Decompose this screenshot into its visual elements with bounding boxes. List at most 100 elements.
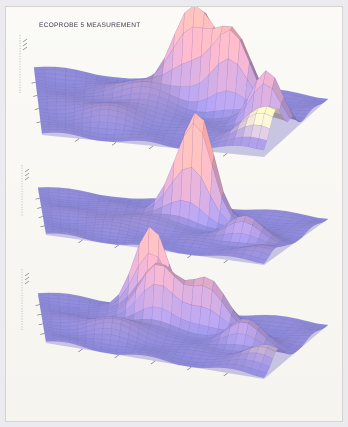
- surface-cell: [192, 7, 205, 29]
- x-axis-tick: [78, 348, 83, 353]
- surface-cell: [38, 102, 48, 107]
- surface-cell: [53, 231, 62, 234]
- surface-cell: [121, 137, 131, 142]
- y-axis-tick: [35, 304, 40, 306]
- surface-cell: [69, 332, 78, 336]
- x-axis-tick: [148, 145, 154, 150]
- surface-cell: [199, 306, 211, 327]
- surface-cell: [129, 92, 141, 100]
- z-axis-tick: [24, 168, 30, 173]
- surface-cell: [123, 242, 133, 245]
- surface-cell: [180, 167, 192, 203]
- surface-cell: [41, 129, 51, 134]
- surface-cell: [59, 316, 70, 320]
- surface-cell: [37, 187, 49, 190]
- surface-cell: [105, 134, 115, 139]
- x-axis-tick: [114, 354, 119, 359]
- surface-cell: [93, 99, 104, 102]
- x-axis-tick: [74, 138, 80, 142]
- surface-cell: [47, 105, 57, 111]
- surface-cell: [56, 109, 66, 115]
- surface-cell: [78, 201, 90, 204]
- surface-cell: [78, 309, 89, 313]
- z-axis-tick: [24, 272, 30, 277]
- surface-cell: [50, 314, 61, 317]
- surface-cell: [51, 319, 61, 323]
- surface-cell: [169, 346, 180, 350]
- surface-cell: [98, 128, 108, 135]
- figure-panel: ECOPROBE 5 MEASUREMENT: [5, 6, 343, 422]
- x-axis-tick: [187, 366, 192, 371]
- surface-cell: [49, 124, 58, 128]
- surface-cell: [169, 124, 180, 128]
- figure-title: ECOPROBE 5 MEASUREMENT: [39, 22, 141, 29]
- y-axis-tick: [36, 121, 41, 124]
- surface-cell: [75, 80, 86, 85]
- surface-cell: [179, 344, 190, 348]
- surface-cell: [140, 198, 153, 201]
- surface-cell: [153, 264, 165, 287]
- surface-cell: [105, 138, 115, 143]
- surface-plot-1: [19, 7, 329, 157]
- surface-cell: [170, 200, 182, 217]
- surface-cell: [65, 89, 76, 93]
- surface-cell: [94, 224, 104, 229]
- surface-cell: [176, 127, 187, 131]
- surface-cell: [116, 239, 126, 243]
- surface-cell: [114, 129, 124, 135]
- surface-cell: [202, 12, 215, 30]
- surface-cell: [56, 96, 66, 100]
- surface-cell: [169, 236, 180, 240]
- surface-cell: [77, 225, 87, 229]
- y-axis-tick: [37, 207, 42, 209]
- y-axis-tick: [35, 197, 40, 200]
- surface-cell: [100, 102, 111, 106]
- surface-cell: [45, 229, 54, 232]
- surface-cell: [182, 284, 194, 306]
- surface-cell: [56, 113, 66, 118]
- surface-cell: [45, 336, 54, 340]
- surface-cell: [255, 138, 268, 151]
- x-axis-tick: [114, 244, 119, 249]
- surface-cell: [90, 121, 100, 129]
- surface-cell: [56, 101, 66, 106]
- surface-cell: [115, 242, 125, 245]
- surface-cell: [56, 117, 66, 122]
- surface-cell: [77, 217, 88, 221]
- surface-cell: [122, 214, 133, 217]
- surface-cell: [50, 207, 61, 211]
- surface-cell: [113, 134, 124, 139]
- surface-cell: [97, 137, 107, 142]
- surface-cell: [60, 326, 70, 331]
- surface-cell: [152, 284, 164, 309]
- z-axis-tick: [24, 176, 30, 181]
- surface-cell: [115, 352, 125, 355]
- surface-cell: [37, 99, 48, 104]
- surface-cell: [103, 219, 114, 223]
- surface-cell: [102, 328, 112, 335]
- surface-cell: [103, 322, 113, 329]
- surface-plot-2: [21, 112, 329, 265]
- surface-cell: [103, 317, 114, 323]
- surface-cell: [44, 66, 56, 71]
- x-axis-tick: [111, 142, 117, 146]
- surface-cell: [255, 257, 268, 264]
- surface-cell: [41, 209, 52, 213]
- surface-cell: [104, 215, 115, 217]
- surface-cell: [57, 129, 66, 134]
- surface-cell: [179, 234, 190, 238]
- surface-cell: [69, 216, 79, 221]
- y-axis-tick: [33, 95, 38, 97]
- y-axis-tick: [40, 333, 45, 335]
- y-axis-tick: [31, 81, 36, 84]
- surface-cell: [45, 231, 54, 234]
- surface-cell: [47, 101, 57, 107]
- surface-cell: [132, 240, 142, 243]
- z-axis-tick: [24, 172, 30, 177]
- surface-cell: [65, 86, 76, 91]
- surface-cell: [114, 212, 126, 215]
- surface-cell: [177, 236, 189, 240]
- surface-cell: [37, 292, 49, 296]
- surface-cell: [130, 198, 142, 201]
- surface-cell: [190, 304, 202, 325]
